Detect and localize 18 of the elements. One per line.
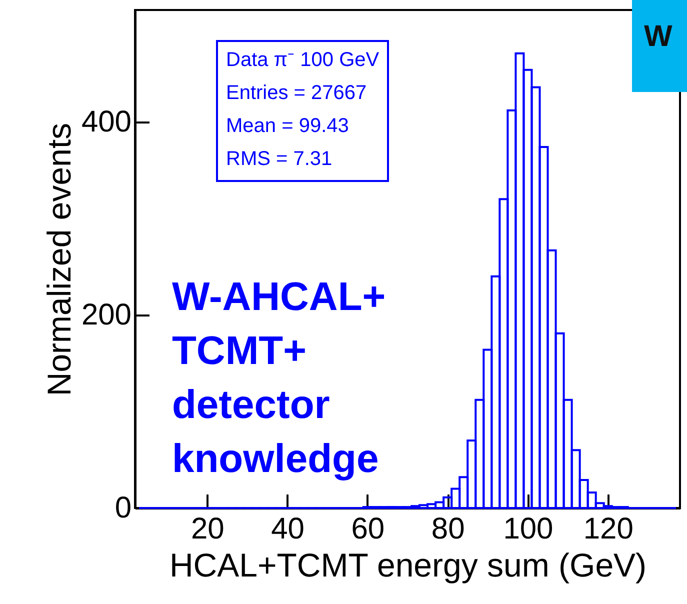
y-tick-label: 0 [114, 492, 132, 524]
y-tick-label: 200 [81, 298, 132, 332]
y-tick-label: 400 [81, 105, 132, 138]
x-tick-label: 80 [431, 512, 465, 546]
annotation: W [644, 20, 672, 54]
annotation: W-AHCAL+ TCMT+ detector knowledge [172, 274, 386, 483]
annotation: Data π⁻ 100 GeV [226, 48, 380, 73]
annotation: Entries = 27667 [226, 81, 368, 106]
y-axis-title: Normalized events [40, 122, 78, 396]
annotation: Mean = 99.43 [226, 114, 350, 139]
x-tick-label: 20 [190, 512, 224, 546]
label-box: W [632, 0, 687, 92]
x-tick-label: 60 [351, 512, 385, 546]
x-tick-label: 100 [503, 512, 554, 546]
x-axis-title: HCAL+TCMT energy sum (GeV) [169, 546, 647, 584]
x-tick-label: 40 [271, 512, 304, 546]
x-tick-label: 120 [583, 512, 634, 546]
annotation: RMS = 7.31 [226, 147, 334, 172]
